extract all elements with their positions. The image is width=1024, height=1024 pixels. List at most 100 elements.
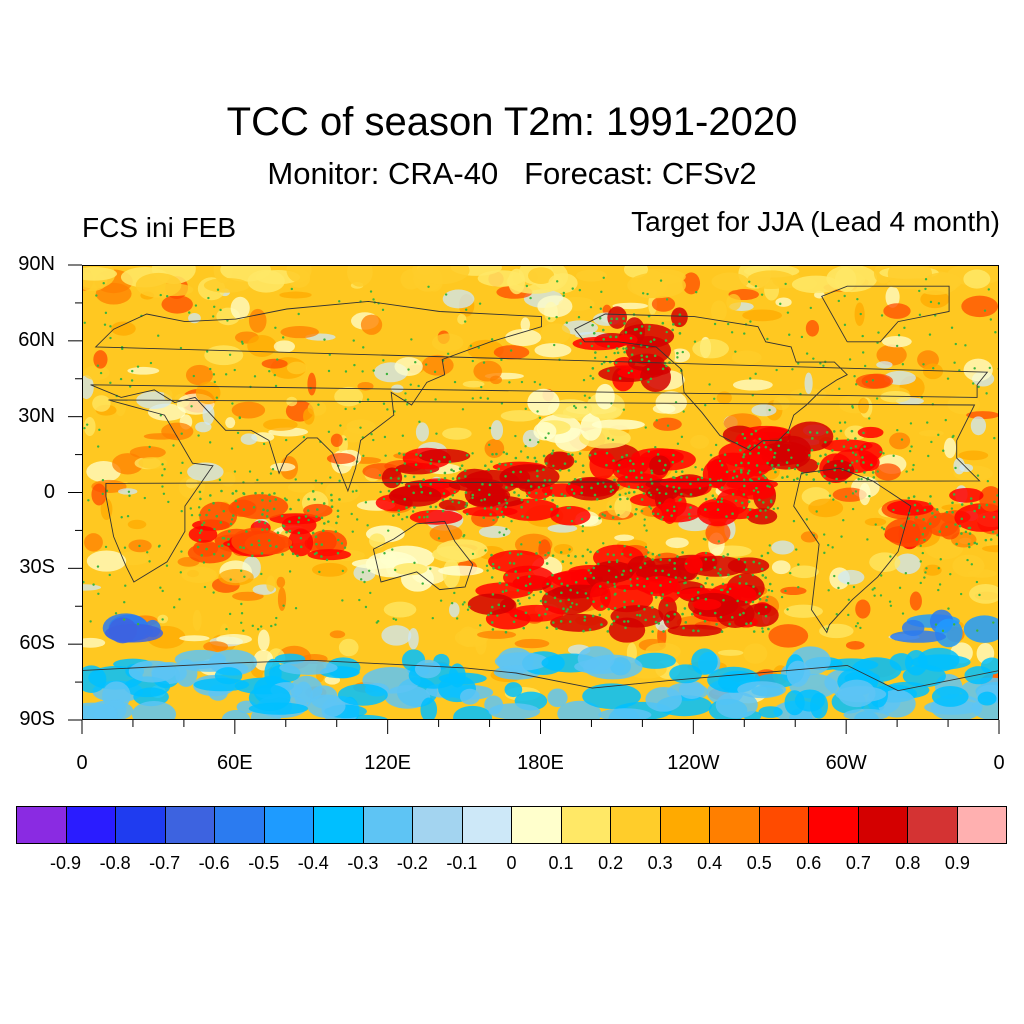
field-patch	[329, 630, 346, 639]
field-patch	[84, 533, 103, 552]
colorbar-swatch	[858, 807, 908, 843]
field-patch	[163, 389, 173, 401]
colorbar-label: -0.7	[149, 853, 181, 873]
lat-tick-label: 30N	[18, 404, 55, 427]
lon-tick-label: 60W	[825, 752, 867, 774]
colorbar-label: 0.9	[944, 853, 970, 873]
colorbar-label: 0	[506, 853, 517, 873]
colorbar-swatch	[710, 807, 760, 843]
colorbar-swatch	[759, 807, 809, 843]
field-patch	[230, 296, 250, 320]
field-patch	[138, 456, 168, 469]
colorbar-swatch	[215, 807, 265, 843]
field-patch	[86, 461, 121, 483]
field-patch	[360, 314, 383, 335]
colorbar-swatch	[957, 807, 1006, 843]
field-patch	[710, 300, 727, 322]
field-patch	[218, 568, 254, 586]
field-patch	[303, 408, 315, 425]
field-patch	[832, 487, 867, 502]
field-patch	[279, 291, 312, 299]
greenland-outline	[821, 285, 950, 343]
field-patch	[751, 404, 777, 417]
field-patch	[203, 641, 229, 653]
field-patch	[773, 396, 790, 411]
region-indian-ocean	[187, 494, 352, 564]
colorbar-swatch	[561, 807, 611, 843]
field-patch	[112, 453, 144, 475]
field-patch	[969, 583, 998, 604]
field-patch	[716, 391, 732, 405]
lat-tick-label: 90S	[19, 708, 55, 730]
map-panel	[82, 265, 999, 720]
lon-tick-label: 60E	[217, 752, 253, 774]
south-america-outline	[793, 467, 912, 634]
colorbar-swatch	[413, 807, 463, 843]
field-patch	[179, 635, 210, 642]
field-patch	[408, 627, 419, 650]
field-patch	[742, 309, 783, 322]
field-patch	[263, 418, 298, 431]
field-patch	[682, 272, 701, 295]
field-patch	[651, 296, 676, 312]
field-patch	[922, 363, 944, 380]
field-patch	[534, 343, 572, 358]
region-tropical-atlantic	[881, 486, 998, 550]
field-patch	[805, 319, 820, 337]
lat-tick-label: 60N	[18, 328, 55, 351]
field-patch	[669, 348, 691, 363]
colorbar-label: 0.5	[746, 853, 772, 873]
field-patch	[83, 584, 102, 591]
field-patch	[800, 531, 819, 543]
field-patch	[381, 625, 412, 646]
field-patch	[845, 641, 865, 650]
field-patch	[111, 321, 136, 336]
field-patch	[958, 450, 989, 461]
lon-tick-label: 120E	[364, 752, 412, 774]
colorbar-swatch	[908, 807, 958, 843]
field-patch	[819, 623, 854, 639]
field-patch	[970, 416, 987, 436]
field-patch	[731, 350, 762, 365]
coastlines	[83, 285, 998, 692]
field-patch	[653, 417, 682, 431]
field-patch	[383, 601, 417, 618]
field-patch	[129, 446, 166, 459]
field-patch	[775, 297, 792, 307]
field-patch	[614, 534, 635, 542]
field-patch	[692, 338, 729, 359]
field-patch	[780, 586, 807, 596]
field-patch	[880, 390, 911, 403]
colorbar-swatch	[314, 807, 364, 843]
field-patch	[83, 365, 110, 381]
field-patch	[247, 334, 277, 358]
field-patch	[540, 323, 571, 345]
colorbar-swatch	[809, 807, 859, 843]
region-southern-ocean-atlantic	[890, 609, 998, 648]
field-patch	[325, 480, 361, 503]
field-patch	[431, 333, 464, 352]
field-patch	[883, 303, 911, 319]
field-patch	[874, 463, 901, 481]
colorbar-label: -0.4	[297, 853, 329, 873]
field-patch	[920, 290, 950, 309]
field-patch	[881, 335, 912, 348]
chart-title: TCC of season T2m: 1991-2020	[226, 100, 798, 144]
field-patch	[311, 562, 348, 577]
lon-tick-label: 180E	[517, 752, 564, 774]
field-patch	[161, 295, 193, 314]
field-patch	[266, 575, 276, 592]
colorbar-swatch	[363, 807, 413, 843]
field-patch	[804, 372, 813, 395]
field-patch	[953, 457, 965, 475]
field-patch	[718, 649, 744, 656]
field-patch	[257, 629, 270, 652]
field-patch	[225, 417, 236, 429]
field-patch	[547, 524, 578, 533]
field-patch	[490, 420, 504, 441]
field-patch	[808, 498, 844, 518]
field-patch	[743, 643, 768, 664]
field-patch	[963, 358, 993, 382]
field-patch	[726, 294, 742, 311]
lon-tick-label: 120W	[667, 752, 720, 774]
